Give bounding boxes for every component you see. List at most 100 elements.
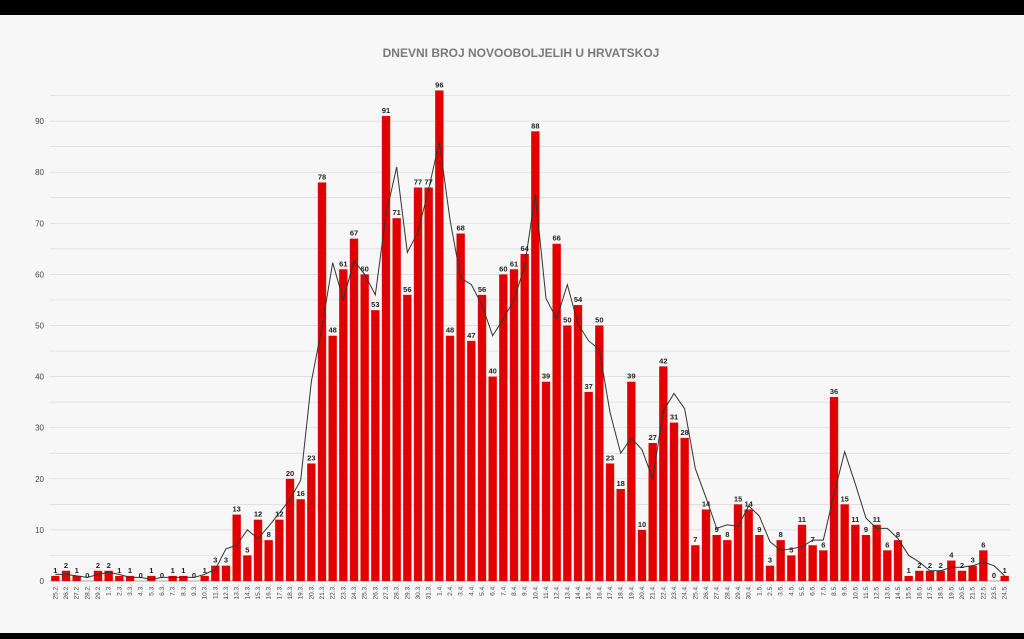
bar xyxy=(595,325,604,581)
bar xyxy=(179,575,188,581)
bar xyxy=(147,575,156,581)
bar xyxy=(787,555,796,581)
x-tick-label: 12.4. xyxy=(554,585,561,600)
x-tick-label: 8.4. xyxy=(511,585,518,596)
x-tick-label: 3.3. xyxy=(127,585,134,596)
data-label: 47 xyxy=(467,331,475,340)
x-tick-label: 26.3. xyxy=(372,585,379,600)
x-tick-label: 25.2. xyxy=(52,585,59,600)
x-tick-label: 6.5. xyxy=(810,585,817,596)
daily-cases-chart: DNEVNI BROJ NOVOOBOLJELIH U HRVATSKOJ 01… xyxy=(35,46,1010,600)
bar xyxy=(93,570,103,581)
bar xyxy=(925,570,935,581)
bar xyxy=(744,509,753,581)
bar xyxy=(552,243,561,582)
bar xyxy=(659,366,668,581)
x-tick-label: 19.3. xyxy=(298,585,305,600)
x-tick-label: 6.4. xyxy=(490,585,497,596)
x-tick-label: 11.5. xyxy=(863,585,870,599)
bar xyxy=(573,305,583,581)
bar xyxy=(723,540,732,581)
x-tick-label: 2.4. xyxy=(447,585,454,596)
x-tick-label: 22.3. xyxy=(330,585,337,600)
bar xyxy=(691,545,700,581)
y-tick-label: 20 xyxy=(35,475,44,484)
x-tick-label: 30.3. xyxy=(415,585,422,600)
data-label: 2 xyxy=(928,561,932,570)
bar xyxy=(947,560,956,581)
bar xyxy=(456,233,465,581)
x-tick-label: 24.3. xyxy=(351,585,358,600)
x-tick-label: 24.4. xyxy=(682,585,689,600)
data-label: 9 xyxy=(757,525,761,534)
x-tick-label: 14.4. xyxy=(575,585,582,600)
bar xyxy=(168,575,177,581)
data-label: 1 xyxy=(171,566,175,575)
x-tick-label: 16.4. xyxy=(596,585,603,600)
data-label: 0 xyxy=(160,571,164,580)
data-label: 67 xyxy=(350,229,358,238)
data-label: 1 xyxy=(181,566,185,575)
data-label: 11 xyxy=(798,515,806,524)
bar xyxy=(541,381,551,581)
bar xyxy=(381,115,391,582)
data-label: 54 xyxy=(574,295,583,304)
x-tick-label: 5.4. xyxy=(479,585,486,596)
x-tick-label: 10.4. xyxy=(532,585,539,600)
data-label: 60 xyxy=(360,264,368,273)
bar xyxy=(339,269,348,581)
data-label: 39 xyxy=(542,372,550,381)
x-tick-label: 21.3. xyxy=(319,585,326,600)
x-tick-label: 7.3. xyxy=(170,585,177,596)
x-tick-label: 19.4. xyxy=(628,585,635,600)
bar xyxy=(221,565,231,581)
x-tick-label: 15.3. xyxy=(255,585,262,600)
y-tick-label: 10 xyxy=(35,526,44,535)
x-tick-label: 3.5. xyxy=(778,585,785,596)
x-tick-label: 15.4. xyxy=(586,585,593,600)
x-tick-label: 6.3. xyxy=(159,585,166,596)
data-label: 2 xyxy=(96,561,100,570)
bar xyxy=(765,565,775,581)
x-tick-label: 16.3. xyxy=(266,585,273,600)
data-label: 20 xyxy=(286,469,294,478)
x-tick-label: 26.4. xyxy=(703,585,710,600)
x-tick-label: 21.5. xyxy=(970,585,977,600)
data-label: 78 xyxy=(318,172,326,181)
x-tick-label: 19.5. xyxy=(948,585,955,600)
y-tick-label: 0 xyxy=(40,577,45,586)
bar xyxy=(403,294,412,581)
data-label: 4 xyxy=(949,551,954,560)
x-tick-label: 14.5. xyxy=(895,585,902,600)
bar xyxy=(904,575,913,581)
data-label: 16 xyxy=(296,489,304,498)
bar xyxy=(253,519,263,581)
data-label: 9 xyxy=(715,525,719,534)
x-tick-label: 29.3. xyxy=(404,585,411,600)
y-axis-ticks: 0 10 20 30 40 50 60 70 80 90 xyxy=(35,117,44,586)
data-label: 88 xyxy=(531,121,539,130)
x-tick-label: 4.5. xyxy=(788,585,795,596)
bar xyxy=(72,575,81,581)
data-label: 1 xyxy=(149,566,153,575)
x-tick-label: 5.3. xyxy=(148,585,155,596)
bar xyxy=(701,509,711,581)
x-tick-label: 24.5. xyxy=(1002,585,1009,600)
x-tick-label: 12.5. xyxy=(874,585,881,600)
x-tick-label: 23.4. xyxy=(671,585,678,600)
y-tick-label: 40 xyxy=(35,373,44,382)
x-tick-label: 20.3. xyxy=(308,585,315,600)
x-tick-label: 15.5. xyxy=(906,585,913,600)
data-label: 61 xyxy=(510,259,518,268)
bar xyxy=(61,570,71,581)
bar xyxy=(669,422,679,581)
bar xyxy=(392,218,401,581)
data-label: 61 xyxy=(339,259,347,268)
data-label: 3 xyxy=(971,556,975,565)
bar xyxy=(840,504,849,581)
data-label: 0 xyxy=(992,571,996,580)
bar xyxy=(445,335,455,581)
x-tick-label: 23.3. xyxy=(340,585,347,600)
data-label: 0 xyxy=(192,571,196,580)
data-label: 48 xyxy=(446,326,454,335)
